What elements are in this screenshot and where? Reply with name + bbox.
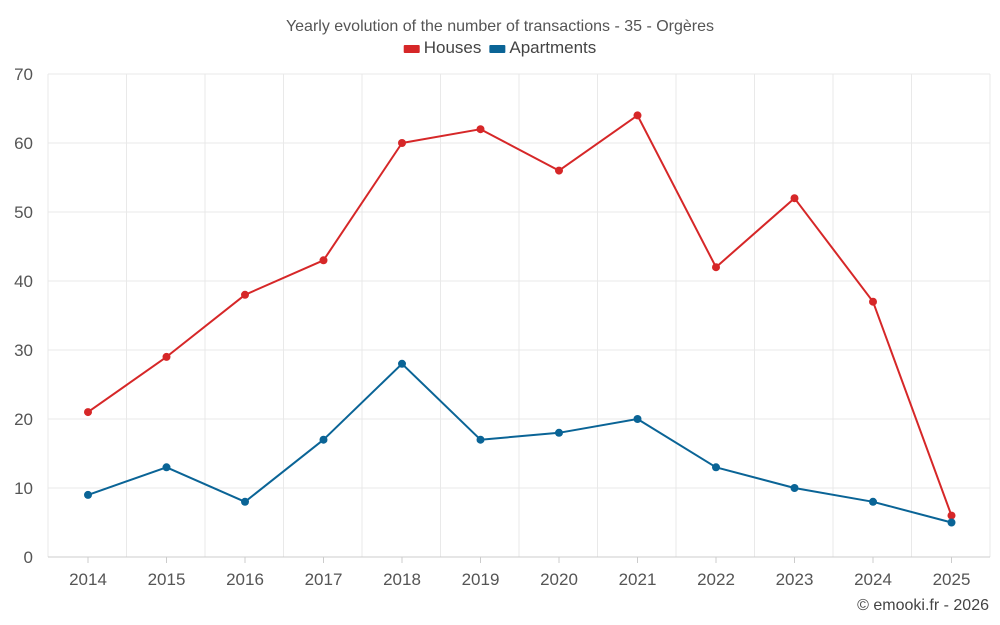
y-tick-label: 60 (14, 134, 33, 153)
legend-label: Houses (424, 38, 482, 57)
legend-item-houses[interactable]: Houses (403, 38, 482, 57)
data-point-houses[interactable] (947, 511, 956, 520)
data-point-houses[interactable] (869, 297, 877, 306)
x-tick-label: 2020 (540, 570, 578, 589)
x-tick-label: 2015 (148, 570, 186, 589)
data-point-apartments[interactable] (869, 497, 877, 506)
data-point-apartments[interactable] (555, 428, 563, 437)
y-tick-label: 30 (14, 341, 33, 360)
y-tick-label: 10 (14, 479, 33, 498)
x-tick-label: 2024 (854, 570, 892, 589)
data-point-houses[interactable] (633, 111, 642, 120)
data-point-apartments[interactable] (790, 484, 799, 492)
data-point-houses[interactable] (319, 256, 328, 265)
data-point-apartments[interactable] (476, 435, 485, 444)
data-point-houses[interactable] (162, 352, 171, 361)
data-point-houses[interactable] (398, 139, 406, 147)
data-point-apartments[interactable] (633, 415, 642, 423)
x-tick-label: 2014 (69, 570, 107, 589)
data-point-houses[interactable] (84, 408, 92, 417)
data-point-apartments[interactable] (947, 518, 956, 527)
x-tick-label: 2019 (462, 570, 500, 589)
series-line-apartments[interactable] (87, 362, 952, 524)
legend-swatch (489, 45, 506, 53)
series-houses[interactable] (84, 111, 956, 520)
legend[interactable]: Houses Apartments (403, 38, 597, 57)
legend-label: Apartments (509, 38, 596, 57)
grid (47, 73, 991, 558)
data-point-houses[interactable] (476, 125, 485, 134)
x-tick-label: 2018 (383, 570, 421, 589)
data-point-houses[interactable] (790, 194, 799, 203)
data-point-houses[interactable] (712, 263, 720, 272)
series-line-houses[interactable] (87, 114, 953, 516)
x-axis: 2014 2015 2016 2017 2018 2019 2020 2021 2022 2023… (69, 557, 970, 589)
data-point-houses[interactable] (555, 166, 563, 175)
series-layer (84, 111, 956, 527)
chart-title: Yearly evolution of the number of transa… (286, 18, 714, 35)
data-point-houses[interactable] (241, 290, 249, 299)
data-point-apartments[interactable] (84, 490, 92, 499)
y-tick-label: 70 (14, 65, 33, 84)
x-tick-label: 2022 (697, 570, 735, 589)
y-tick-label: 20 (14, 410, 33, 429)
y-axis: 0 10 20 30 40 50 60 70 (14, 65, 33, 567)
credit-text: © emooki.fr - 2026 (857, 597, 989, 614)
y-tick-label: 40 (14, 272, 33, 291)
y-tick-label: 50 (14, 203, 33, 222)
x-tick-label: 2021 (619, 570, 657, 589)
legend-swatch (403, 45, 420, 53)
data-point-apartments[interactable] (398, 359, 406, 368)
x-tick-label: 2017 (305, 570, 343, 589)
legend-item-apartments[interactable]: Apartments (489, 38, 596, 57)
y-tick-label: 0 (24, 548, 33, 567)
data-point-apartments[interactable] (241, 497, 249, 506)
series-apartments[interactable] (84, 359, 956, 527)
data-point-apartments[interactable] (712, 463, 720, 472)
x-tick-label: 2016 (226, 570, 264, 589)
data-point-apartments[interactable] (319, 435, 328, 444)
x-tick-label: 2025 (933, 570, 971, 589)
data-point-apartments[interactable] (162, 463, 171, 472)
x-tick-label: 2023 (776, 570, 814, 589)
